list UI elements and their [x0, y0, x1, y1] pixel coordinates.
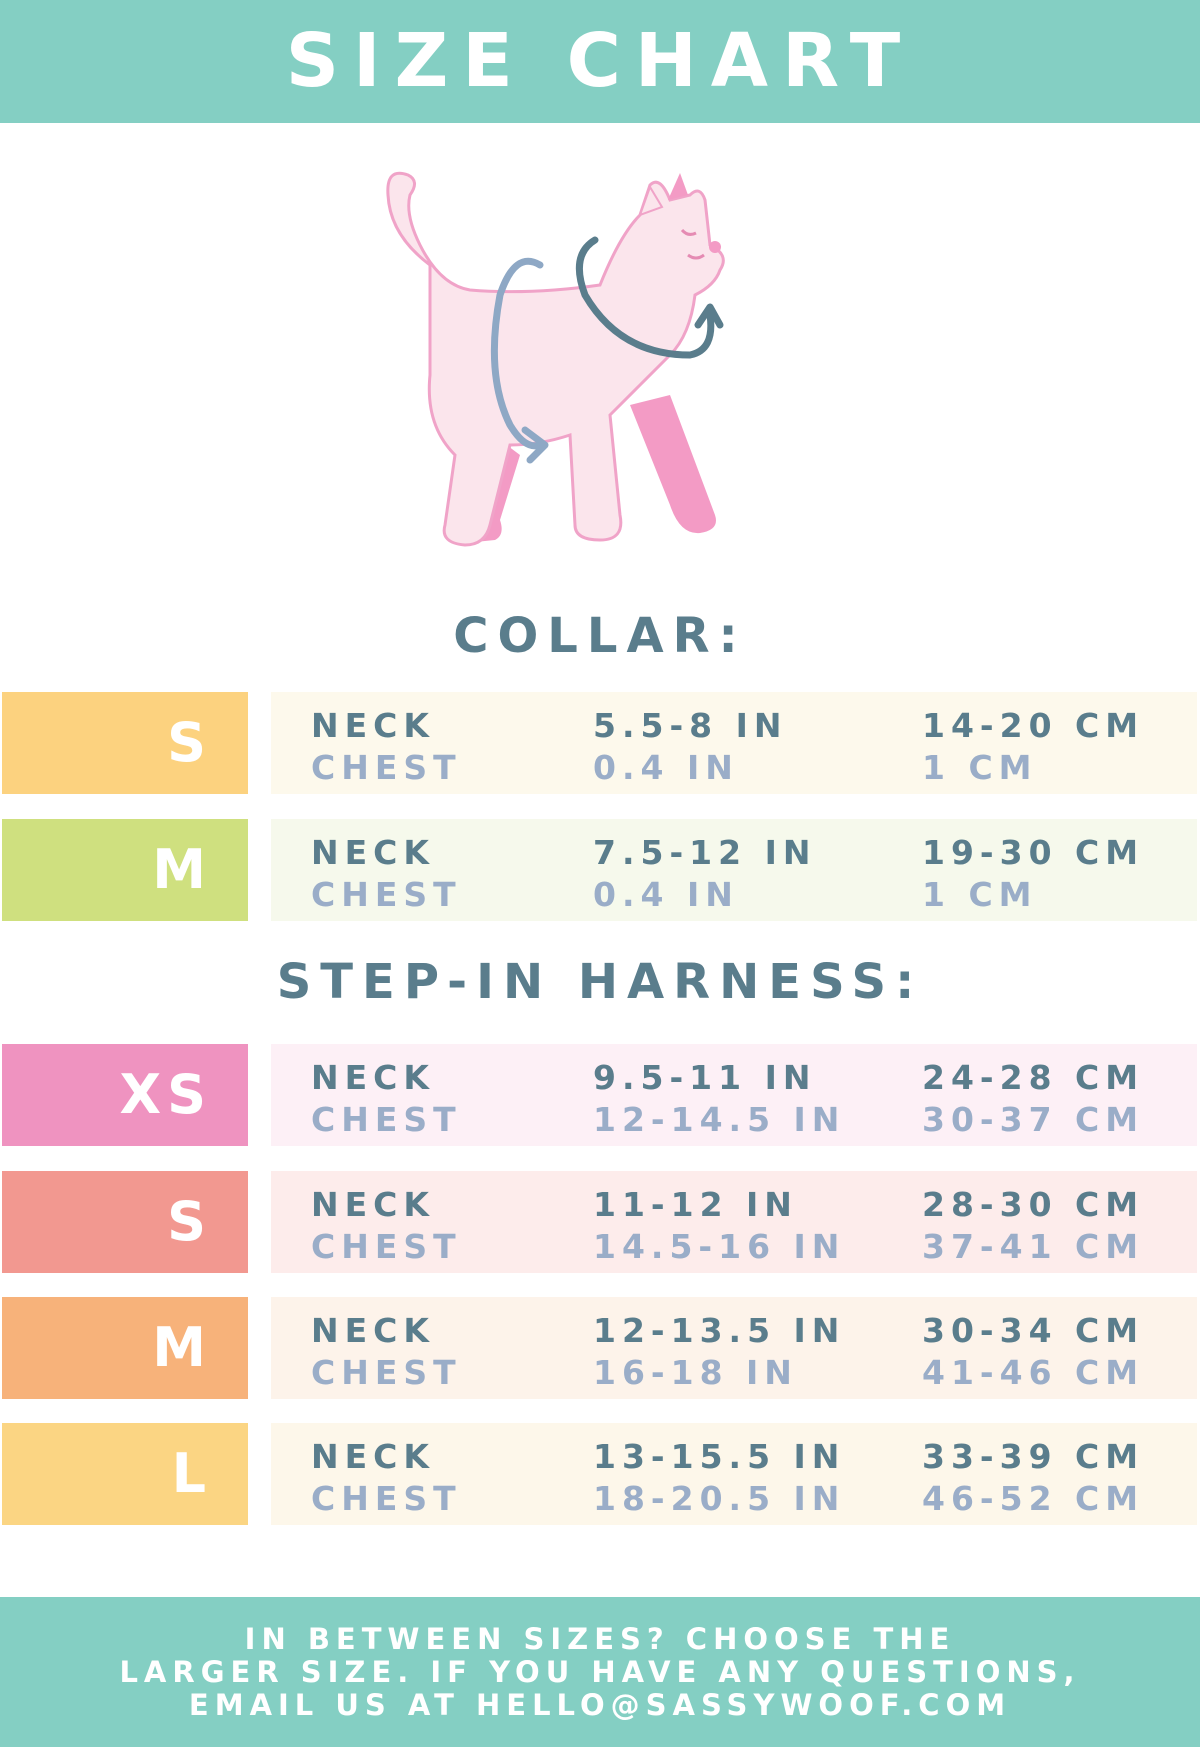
size-label: S: [2, 1171, 248, 1273]
chest-cm: 37-41 CM: [922, 1227, 1145, 1266]
neck-label: NECK: [311, 833, 435, 872]
chest-label: CHEST: [311, 748, 462, 787]
footer-line: IN BETWEEN SIZES? CHOOSE THE: [244, 1622, 956, 1656]
chest-inches: 16-18 IN: [593, 1353, 798, 1392]
footer-line: LARGER SIZE. IF YOU HAVE ANY QUESTIONS,: [119, 1655, 1081, 1689]
neck-inches: 7.5-12 IN: [593, 833, 817, 872]
chest-label: CHEST: [311, 1227, 462, 1266]
neck-label: NECK: [311, 1058, 435, 1097]
chest-inches: 12-14.5 IN: [593, 1100, 846, 1139]
chest-inches: 18-20.5 IN: [593, 1479, 846, 1518]
neck-inches: 9.5-11 IN: [593, 1058, 817, 1097]
size-row: M NECK 7.5-12 IN 19-30 CM CHEST 0.4 IN 1 CM: [0, 819, 1200, 921]
chest-cm: 46-52 CM: [922, 1479, 1145, 1518]
harness-heading: STEP-IN HARNESS:: [276, 954, 924, 1010]
footer-line: EMAIL US AT HELLO@SASSYWOOF.COM: [188, 1688, 1012, 1722]
neck-cm: 33-39 CM: [922, 1437, 1145, 1476]
neck-cm: 24-28 CM: [922, 1058, 1145, 1097]
neck-label: NECK: [311, 1437, 435, 1476]
chest-cm: 30-37 CM: [922, 1100, 1145, 1139]
size-label: L: [2, 1423, 248, 1525]
neck-cm: 30-34 CM: [922, 1311, 1145, 1350]
measurement-panel: NECK 5.5-8 IN 14-20 CM CHEST 0.4 IN 1 CM: [271, 692, 1197, 794]
measurement-panel: NECK 11-12 IN 28-30 CM CHEST 14.5-16 IN 37-41…: [271, 1171, 1197, 1273]
chest-label: CHEST: [311, 875, 462, 914]
chest-label: CHEST: [311, 1353, 462, 1392]
neck-inches: 13-15.5 IN: [593, 1437, 846, 1476]
size-row: M NECK 12-13.5 IN 30-34 CM CHEST 16-18 IN 41-4…: [0, 1297, 1200, 1399]
collar-heading: COLLAR:: [453, 608, 747, 664]
chest-inches: 0.4 IN: [593, 748, 739, 787]
neck-label: NECK: [311, 1185, 435, 1224]
size-label: M: [2, 819, 248, 921]
neck-cm: 28-30 CM: [922, 1185, 1145, 1224]
chest-cm: 1 CM: [922, 748, 1038, 787]
chest-cm: 41-46 CM: [922, 1353, 1145, 1392]
size-row: XS NECK 9.5-11 IN 24-28 CM CHEST 12-14.5 IN 30…: [0, 1044, 1200, 1146]
chest-label: CHEST: [311, 1100, 462, 1139]
size-label: M: [2, 1297, 248, 1399]
chest-inches: 0.4 IN: [593, 875, 739, 914]
measurement-panel: NECK 12-13.5 IN 30-34 CM CHEST 16-18 IN 41-46…: [271, 1297, 1197, 1399]
size-label: XS: [2, 1044, 248, 1146]
measurement-panel: NECK 7.5-12 IN 19-30 CM CHEST 0.4 IN 1 CM: [271, 819, 1197, 921]
neck-inches: 12-13.5 IN: [593, 1311, 846, 1350]
chest-cm: 1 CM: [922, 875, 1038, 914]
footer-banner: IN BETWEEN SIZES? CHOOSE THE LARGER SIZE…: [0, 1597, 1200, 1747]
neck-inches: 11-12 IN: [593, 1185, 798, 1224]
chest-label: CHEST: [311, 1479, 462, 1518]
neck-label: NECK: [311, 706, 435, 745]
chest-inches: 14.5-16 IN: [593, 1227, 846, 1266]
size-row: S NECK 5.5-8 IN 14-20 CM CHEST 0.4 IN 1 CM: [0, 692, 1200, 794]
header-banner: SIZE CHART: [0, 0, 1200, 123]
neck-inches: 5.5-8 IN: [593, 706, 788, 745]
cat-measurement-icon: [386, 171, 725, 547]
size-row: S NECK 11-12 IN 28-30 CM CHEST 14.5-16 IN 37-4…: [0, 1171, 1200, 1273]
neck-label: NECK: [311, 1311, 435, 1350]
size-label: S: [2, 692, 248, 794]
neck-cm: 14-20 CM: [922, 706, 1145, 745]
size-row: L NECK 13-15.5 IN 33-39 CM CHEST 18-20.5 IN 46…: [0, 1423, 1200, 1525]
neck-cm: 19-30 CM: [922, 833, 1145, 872]
measurement-panel: NECK 9.5-11 IN 24-28 CM CHEST 12-14.5 IN 30-3…: [271, 1044, 1197, 1146]
page-title: SIZE CHART: [285, 18, 915, 104]
measurement-panel: NECK 13-15.5 IN 33-39 CM CHEST 18-20.5 IN 46-…: [271, 1423, 1197, 1525]
